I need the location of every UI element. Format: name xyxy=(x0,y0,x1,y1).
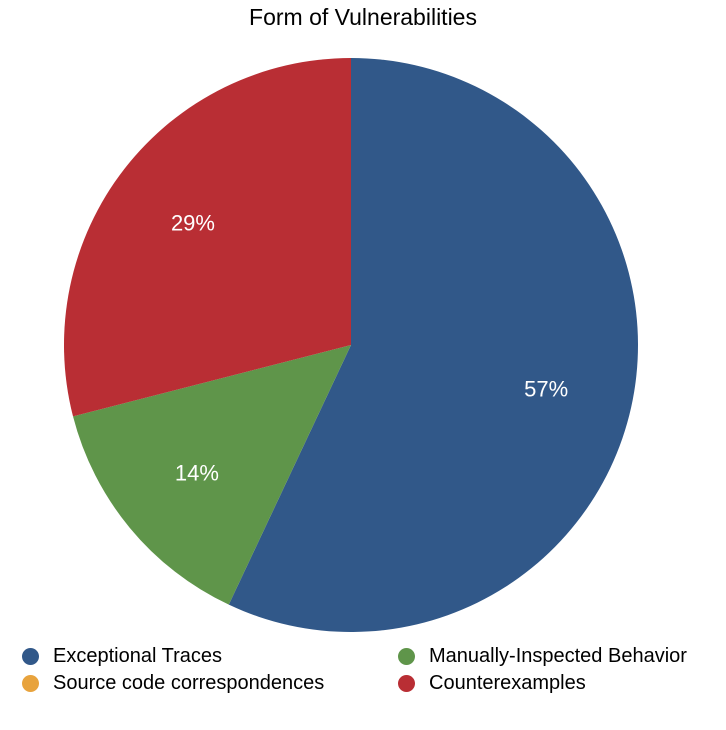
legend-label: Manually-Inspected Behavior xyxy=(429,645,687,667)
legend-item-counterexamples: Counterexamples xyxy=(398,672,586,695)
pie-slice-exceptional-traces xyxy=(228,58,639,632)
legend-swatch xyxy=(22,675,39,692)
legend-swatch xyxy=(398,675,415,692)
chart-title: Form of Vulnerabilities xyxy=(249,4,477,30)
legend-item-exceptional-traces: Exceptional Traces xyxy=(22,645,222,668)
legend-label: Counterexamples xyxy=(429,672,586,694)
pie-slice-counterexamples xyxy=(63,58,351,417)
legend-label: Source code correspondences xyxy=(53,672,325,694)
legend-swatch xyxy=(22,648,39,665)
legend-label: Exceptional Traces xyxy=(53,645,222,667)
pie-chart: 57% 14% 29% xyxy=(63,58,639,632)
slice-data-label: 14% xyxy=(175,460,219,485)
legend-item-manually-inspected-behavior: Manually-Inspected Behavior xyxy=(398,645,687,668)
slice-data-label: 57% xyxy=(524,377,568,402)
slice-data-label: 29% xyxy=(171,210,215,235)
pie-slice-manually-inspected-behavior xyxy=(73,345,351,605)
legend-swatch xyxy=(398,648,415,665)
legend-item-source-code-correspondences: Source code correspondences xyxy=(22,672,324,695)
